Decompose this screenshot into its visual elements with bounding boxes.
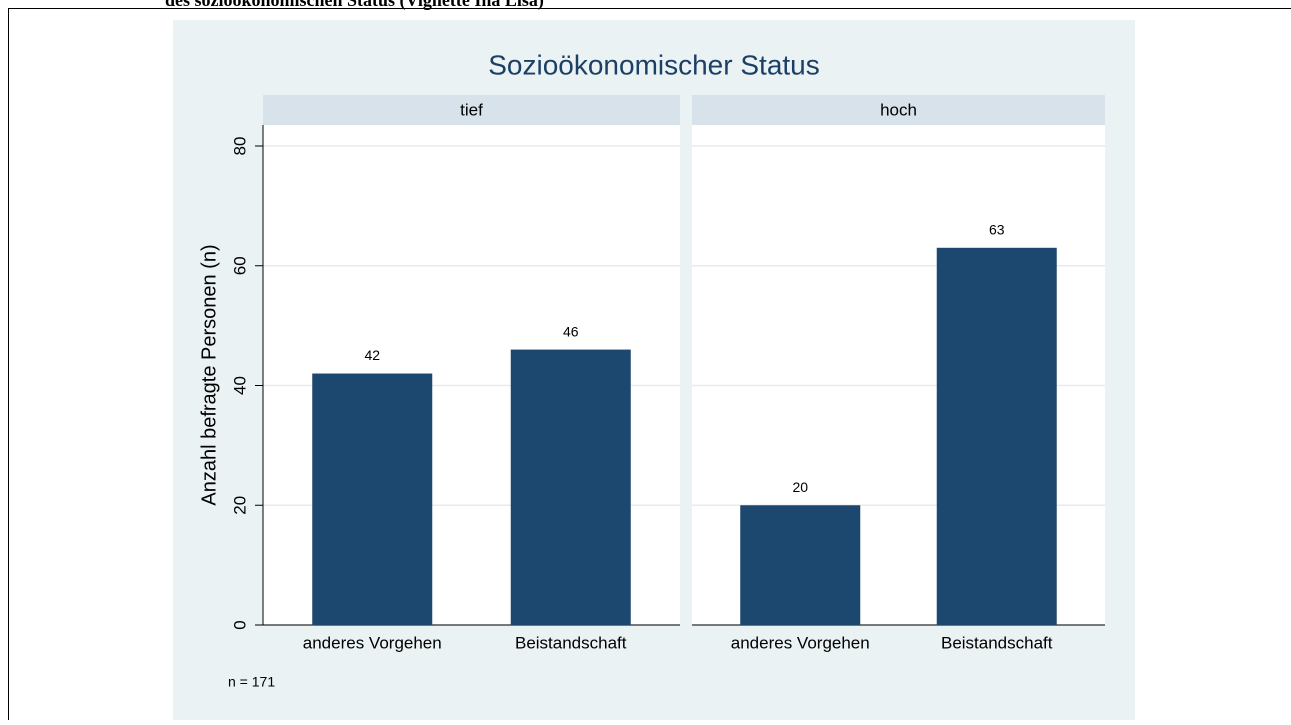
value-label: 63 (989, 221, 1005, 237)
y-tick-label: 0 (230, 620, 249, 629)
chart-title: Sozioökonomischer Status (488, 49, 820, 80)
bar (740, 505, 860, 625)
y-tick-label: 20 (230, 496, 249, 515)
y-tick-label: 40 (230, 376, 249, 395)
value-label: 42 (364, 347, 380, 363)
panel-title: hoch (880, 100, 917, 119)
caption: des sozioökonomischen Status (Vignette I… (165, 0, 544, 11)
bar (312, 374, 432, 625)
note: n = 171 (228, 674, 275, 690)
y-axis-label: Anzahl befragte Personen (n) (198, 244, 220, 505)
bar (511, 350, 631, 625)
x-tick-label: Beistandschaft (515, 633, 627, 652)
x-tick-label: Beistandschaft (941, 633, 1053, 652)
x-tick-label: anderes Vorgehen (303, 633, 442, 652)
bar (937, 248, 1057, 625)
x-tick-label: anderes Vorgehen (731, 633, 870, 652)
panel-title: tief (460, 100, 483, 119)
value-label: 46 (563, 323, 579, 339)
y-tick-label: 80 (230, 137, 249, 156)
value-label: 20 (792, 479, 808, 495)
y-tick-label: 60 (230, 256, 249, 275)
